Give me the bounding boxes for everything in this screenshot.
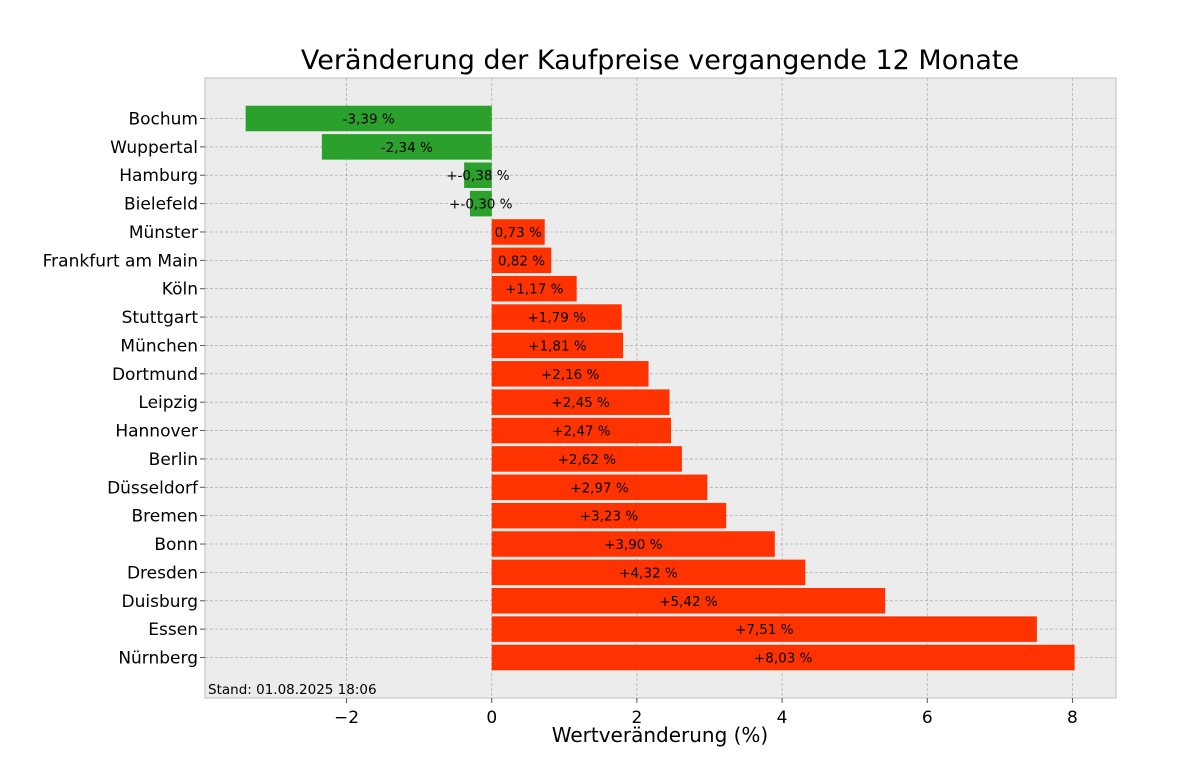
- category-label: Duisburg: [122, 592, 199, 612]
- data-label: +4,32 %: [619, 565, 678, 581]
- bar: [491, 219, 545, 245]
- bar: [491, 361, 649, 387]
- bar: [491, 446, 682, 472]
- bar: [469, 190, 492, 217]
- data-label: 0,73 %: [495, 225, 542, 241]
- data-label: -2,34 %: [381, 140, 433, 156]
- category-label: Münster: [129, 223, 198, 243]
- x-tick-label: 2: [631, 708, 642, 728]
- bar: [491, 587, 886, 614]
- category-label: Frankfurt am Main: [43, 251, 198, 271]
- category-label: Dresden: [127, 563, 198, 583]
- category-label: Bremen: [131, 507, 198, 527]
- category-label: Hamburg: [119, 166, 198, 186]
- x-tick-label: 4: [777, 708, 788, 728]
- data-labels: -3,39 % -2,34 % +-0,38 % +-0,30 % 0,73 % 0,82…: [343, 112, 813, 667]
- bar: [491, 275, 577, 302]
- category-label: Hannover: [115, 422, 198, 442]
- category-label: Leipzig: [138, 393, 198, 413]
- data-label: +7,51 %: [735, 622, 794, 638]
- bar: [491, 332, 624, 359]
- chart-title: Veränderung der Kaufpreise vergangende 1…: [301, 45, 1019, 76]
- data-label: +2,47 %: [552, 424, 611, 440]
- x-tick-label: 8: [1067, 708, 1078, 728]
- data-label: +2,97 %: [570, 480, 629, 496]
- category-label: Düsseldorf: [107, 478, 199, 498]
- category-label: München: [120, 336, 198, 356]
- category-label: Berlin: [149, 450, 198, 470]
- x-axis-label: Wertveränderung (%): [552, 723, 769, 747]
- bar: [464, 162, 492, 189]
- category-label: Stuttgart: [122, 308, 199, 328]
- bar: [491, 531, 775, 557]
- bar: [491, 502, 727, 529]
- bar: [491, 559, 806, 586]
- x-tick-label: 6: [922, 708, 933, 728]
- data-label: 0,82 %: [498, 253, 545, 269]
- category-label: Dortmund: [112, 365, 198, 385]
- data-label: +-0,38 %: [446, 168, 510, 184]
- bar: [491, 247, 552, 274]
- category-label: Bochum: [128, 110, 198, 130]
- data-label: +1,17 %: [505, 282, 564, 298]
- data-label: +3,23 %: [580, 509, 639, 525]
- category-labels: Bochum Wuppertal Hamburg Bielefeld Münster Fr…: [43, 110, 205, 669]
- data-label: +2,16 %: [541, 367, 600, 383]
- data-label: -3,39 %: [343, 112, 395, 128]
- x-axis-ticks: −2 0 2 4 6 8: [334, 698, 1078, 728]
- category-label: Essen: [148, 620, 198, 640]
- bar: [491, 616, 1037, 642]
- bar: [321, 134, 492, 160]
- data-label: +-0,30 %: [449, 197, 513, 213]
- category-label: Nürnberg: [118, 649, 198, 669]
- category-label: Bielefeld: [124, 195, 198, 215]
- bars: [245, 105, 1075, 671]
- bar: [491, 304, 622, 330]
- bar: [491, 389, 670, 415]
- x-tick-label: −2: [334, 708, 359, 728]
- data-label: +5,42 %: [659, 594, 718, 610]
- bar: [491, 644, 1075, 671]
- bar: [245, 105, 492, 132]
- data-label: +1,79 %: [527, 310, 586, 326]
- category-label: Wuppertal: [110, 138, 198, 158]
- data-label: +2,62 %: [558, 452, 617, 468]
- data-label: +2,45 %: [551, 395, 610, 411]
- bar: [491, 417, 672, 444]
- data-label: +8,03 %: [754, 651, 813, 667]
- category-label: Bonn: [154, 535, 198, 555]
- stand-annotation: Stand: 01.08.2025 18:06: [208, 682, 377, 698]
- x-tick-label: 0: [486, 708, 497, 728]
- data-label: +1,81 %: [528, 338, 587, 354]
- category-label: Köln: [162, 280, 198, 300]
- bar: [491, 474, 708, 501]
- data-label: +3,90 %: [604, 537, 663, 553]
